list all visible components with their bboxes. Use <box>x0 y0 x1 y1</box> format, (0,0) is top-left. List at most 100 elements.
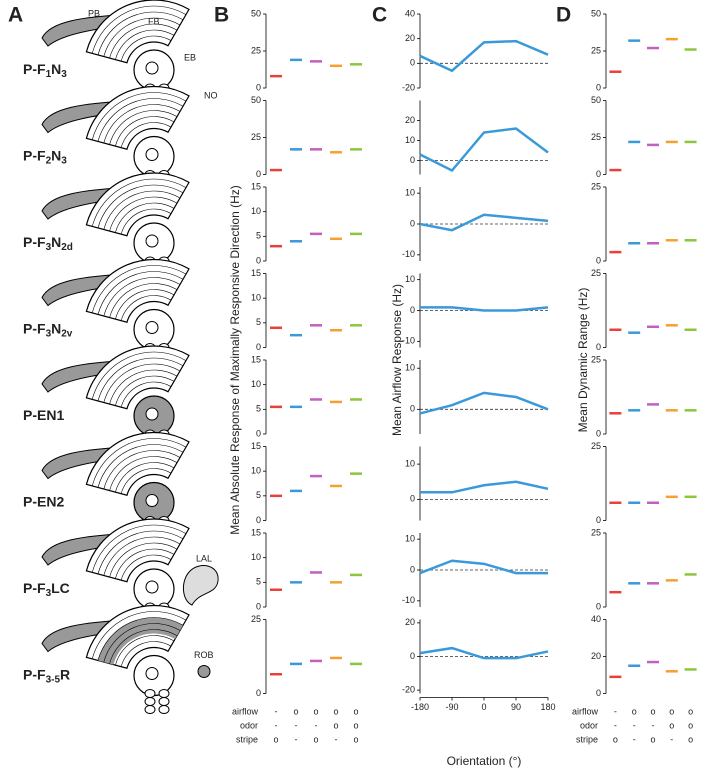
x-tick-label: 0 <box>481 702 486 712</box>
fb-arc <box>91 611 187 660</box>
y-tick-label: 25 <box>591 354 601 364</box>
condition-name: stripe <box>576 734 598 744</box>
label-part: P-F <box>23 666 46 682</box>
fb-arc <box>115 29 175 60</box>
condition-mark: - <box>652 720 655 730</box>
fb-arc <box>115 289 175 320</box>
fb-arc <box>120 381 172 408</box>
condition-mark: o <box>293 706 298 716</box>
no <box>144 705 156 714</box>
panel-label: A <box>8 4 23 27</box>
fb <box>85 518 190 583</box>
label-part: 1 <box>46 69 52 80</box>
y-tick-label: 0 <box>410 494 415 504</box>
y-tick-label: 25 <box>591 441 601 451</box>
neuron-diagram <box>41 604 211 714</box>
y-tick-label: -10 <box>402 336 415 346</box>
panel-label: B <box>214 4 229 27</box>
condition-mark: - <box>335 734 338 744</box>
fb-arc <box>91 265 187 314</box>
y-tick-label: 0 <box>410 58 415 68</box>
y-tick-label: 10 <box>405 188 415 198</box>
label-part: N <box>51 234 61 250</box>
label-part: P-EN2 <box>23 493 64 509</box>
y-tick-label: 0 <box>256 255 261 265</box>
mean-curve <box>419 559 548 575</box>
y-tick-label: 0 <box>256 82 261 92</box>
mean-curve <box>419 391 549 415</box>
no <box>144 697 156 706</box>
y-tick-label: 15 <box>251 181 261 191</box>
fb-arc <box>120 554 172 581</box>
neuron-diagram <box>41 172 190 282</box>
fb-arc <box>103 450 181 490</box>
condition-name: stripe <box>236 734 258 744</box>
y-tick-label: 25 <box>251 132 261 142</box>
y-tick-label: 50 <box>251 8 261 18</box>
label-part: N <box>51 320 61 336</box>
mean-curve <box>419 646 549 660</box>
y-tick-label: 0 <box>410 305 415 315</box>
fb-arc <box>115 202 175 233</box>
y-tick-label: 50 <box>251 95 261 105</box>
label-part: 3 <box>61 69 67 80</box>
y-tick-label: 0 <box>596 255 601 265</box>
y-tick-label: 0 <box>596 515 601 525</box>
eb-core <box>145 321 159 334</box>
fb-arc <box>103 277 181 317</box>
neuron-label: P-EN2 <box>23 493 64 509</box>
y-tick-label: 20 <box>405 33 415 43</box>
label-part: P-F <box>23 320 46 336</box>
y-tick-label: 0 <box>596 428 601 438</box>
eb-core <box>145 407 159 421</box>
mean-curve <box>419 39 549 73</box>
fb-arc <box>109 23 178 59</box>
y-tick-label: -20 <box>402 685 415 695</box>
fb-arc <box>91 5 187 54</box>
axis-title: Mean Airflow Response (Hz) <box>390 284 404 436</box>
fb-arc <box>115 116 175 147</box>
condition-mark: - <box>614 706 617 716</box>
condition-mark: - <box>670 734 673 744</box>
y-tick-label: 50 <box>591 8 601 18</box>
fb-arc <box>115 635 175 666</box>
fb-arc <box>120 35 172 62</box>
region-label: LAL <box>196 553 212 563</box>
condition-mark: o <box>353 706 358 716</box>
label-part: 3 <box>46 588 52 599</box>
y-tick-label: 0 <box>596 342 601 352</box>
neuron-diagram <box>41 431 190 541</box>
fb-arc <box>97 98 184 142</box>
y-tick-label: 40 <box>591 614 601 624</box>
fb-arc <box>97 357 184 402</box>
region-label: FB <box>148 16 160 26</box>
condition-mark: o <box>650 734 655 744</box>
fb-arc <box>120 641 172 667</box>
neuron-label: P-F3N2v <box>23 320 73 339</box>
fb-arc <box>103 623 181 663</box>
mean-curve <box>419 127 549 173</box>
fb-arc <box>91 524 187 573</box>
fb-arc <box>120 295 172 321</box>
fb-arc <box>97 444 184 488</box>
condition-mark: o <box>273 734 278 744</box>
eb-core <box>145 61 159 75</box>
panel-label: D <box>556 4 571 27</box>
fb-arc <box>97 11 184 56</box>
y-tick-label: 10 <box>251 293 261 303</box>
y-tick-label: 10 <box>251 552 261 562</box>
no <box>144 689 156 698</box>
y-tick-label: 5 <box>256 490 261 500</box>
y-tick-label: 15 <box>251 354 261 364</box>
axis-title: Orientation (°) <box>447 754 522 768</box>
condition-mark: - <box>633 734 636 744</box>
neuron-label: P-F2N3 <box>23 147 67 166</box>
label-part: 3 <box>61 155 67 166</box>
fb-arc <box>115 462 175 493</box>
fb-arc <box>103 190 181 230</box>
label-part: P-F <box>23 580 46 596</box>
fb-arc <box>103 104 181 144</box>
fb <box>85 431 190 496</box>
condition-mark: o <box>313 734 318 744</box>
